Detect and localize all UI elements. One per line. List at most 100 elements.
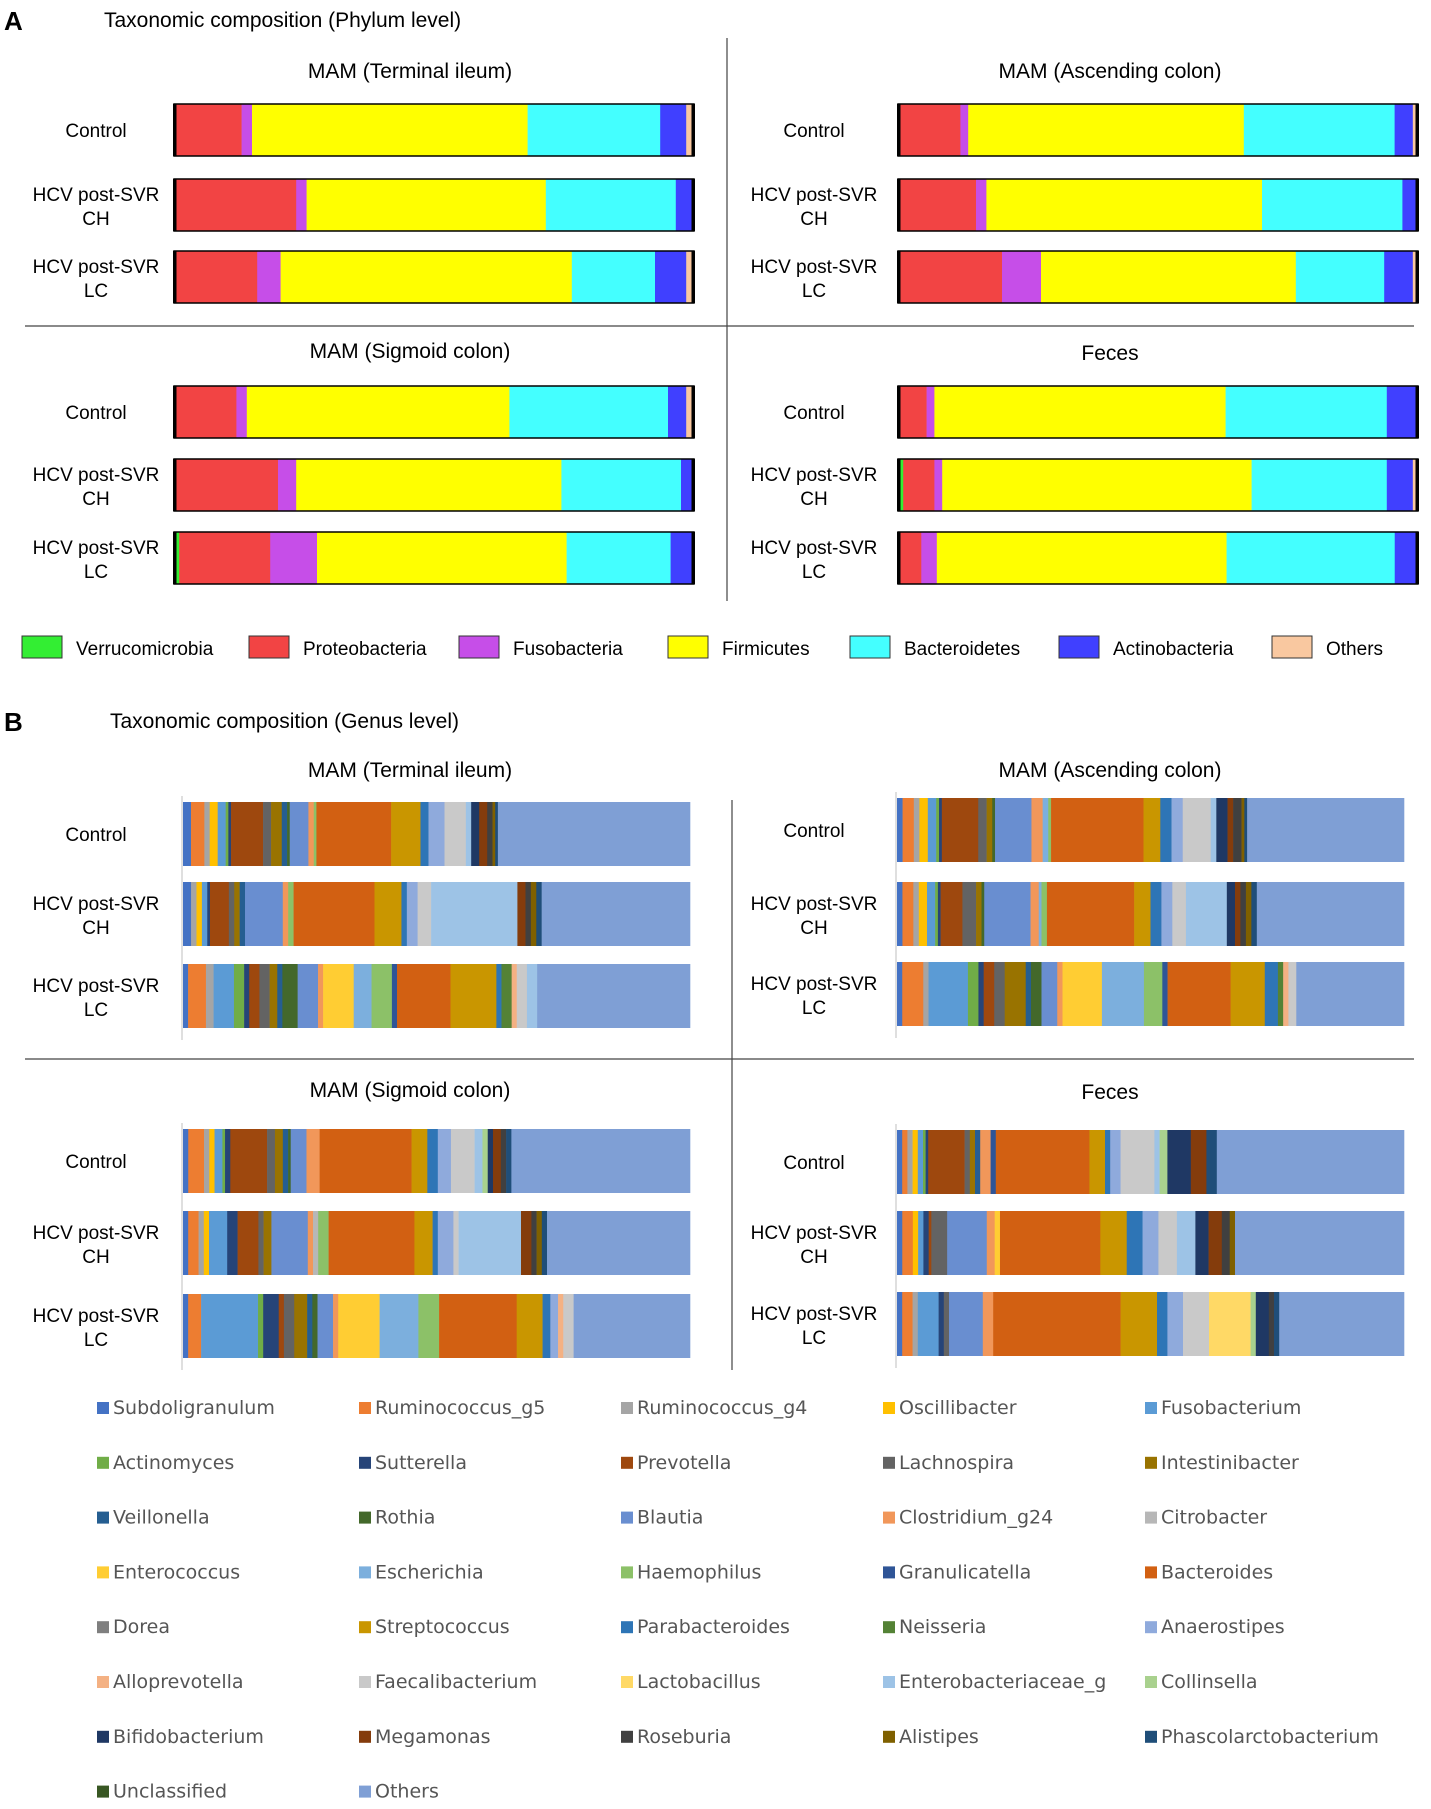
legend-label: Fusobacteria <box>513 639 623 660</box>
bar-segment-others <box>1235 1211 1405 1275</box>
legend-label: Clostridium_g24 <box>899 1507 1053 1529</box>
genus-subplot-sigmoid-colon: MAM (Sigmoid colon) Control HCV post-SVR CH… <box>33 1079 691 1370</box>
legend-label: Actinomyces <box>113 1452 234 1474</box>
bar-segment-bacteroides <box>293 882 375 946</box>
bar-segment-others <box>1216 1130 1405 1194</box>
bar-segment-others <box>686 386 695 438</box>
legend-label: Fusobacterium <box>1161 1397 1301 1419</box>
legend-label: Haemophilus <box>637 1561 761 1583</box>
bar-segment-fusobacterium <box>213 964 235 1028</box>
bar-segment-actinobacteria <box>655 251 687 303</box>
bar-segment-blautia <box>290 1129 307 1193</box>
bar-segment-actinomyces <box>936 798 940 862</box>
bar-segment-bacteroidetes <box>1262 179 1403 231</box>
bar-segment-lachnospira <box>258 1211 264 1275</box>
bar-segment-fusobacteria <box>976 179 987 231</box>
legend-swatch-alistipes <box>883 1730 895 1743</box>
bar-segment-prevotella <box>928 1130 965 1194</box>
bar-segment-others <box>1296 962 1405 1026</box>
bar-segment-subdoligranulum <box>183 1129 189 1193</box>
bar-segment-bacteroides <box>1046 882 1135 946</box>
legend-label: Enterobacteriaceae_g <box>899 1671 1106 1693</box>
bar-segment-alistipes <box>1241 798 1245 862</box>
bar-segment-blautia <box>949 1292 984 1356</box>
bar-segment-alistipes <box>536 1211 543 1275</box>
bar-segment-others <box>686 251 695 303</box>
legend-label: Bifidobacterium <box>113 1726 264 1748</box>
bar-segment-bacteroides <box>1051 798 1144 862</box>
legend-swatch-citrobacter <box>1145 1511 1157 1524</box>
bar-segment-megamonas <box>1227 798 1234 862</box>
bar-segment-bacteroides <box>316 802 392 866</box>
bar-segment-ruminococcus-g4 <box>205 964 214 1028</box>
row-label: Control <box>65 1152 126 1173</box>
bar-segment-actinomyces <box>923 1130 926 1194</box>
legend-swatch-dorea <box>97 1621 109 1634</box>
bar-segment-firmicutes <box>1041 251 1297 303</box>
phylum-subplot-feces: Feces Control HCV post-SVR CH HCV post-SVR LC <box>751 342 1419 585</box>
bar-segment-firmicutes <box>986 179 1263 231</box>
bar-segment-alloprevotella <box>1283 962 1289 1026</box>
bar-segment-streptococcus <box>1143 798 1161 862</box>
bar-segment-alistipes <box>530 882 537 946</box>
legend-label: Faecalibacterium <box>375 1671 537 1693</box>
bar-right-edge <box>1415 459 1419 511</box>
bar-segment-clostridium-g24 <box>333 1294 339 1358</box>
bar-segment-parabacteroides <box>1264 962 1279 1026</box>
bar-segment-lachnospira <box>263 802 272 866</box>
bar-segment-blautia <box>245 882 284 946</box>
bar-left-edge <box>897 459 901 511</box>
bar-segment-fusobacterium <box>927 798 937 862</box>
bar-segment-fusobacterium <box>928 962 969 1026</box>
bar-right-edge <box>1415 532 1419 584</box>
bar-segment-fusobacteria <box>270 532 318 584</box>
bar-segment-clostridium-g24 <box>1030 882 1040 946</box>
bar-segment-bacteroidetes <box>1251 459 1388 511</box>
bar-segment-escherichia <box>1038 882 1042 946</box>
legend-swatch-granulicatella <box>883 1566 895 1579</box>
bar-segment-phascolarctobacterium <box>536 882 542 946</box>
bar-segment-faecalibacterium <box>1288 962 1297 1026</box>
legend-swatch-proteobacteria <box>248 635 290 659</box>
row-label: LC <box>84 1330 108 1351</box>
row-label: HCV post-SVR <box>751 1223 878 1244</box>
bar-segment-ruminococcus-g5 <box>902 798 915 862</box>
bar-segment-megamonas <box>479 802 488 866</box>
legend-swatch-rothia <box>359 1511 371 1524</box>
bar-right-edge <box>691 104 695 156</box>
bar-segment-bacteroidetes <box>571 251 656 303</box>
bar-segment-granulicatella <box>1162 962 1168 1026</box>
legend-swatch-oscillibacter <box>883 1402 895 1414</box>
bar-segment-lachnospira <box>259 964 270 1028</box>
bar-segment-bacteroidetes <box>1225 386 1388 438</box>
bar-segment-faecalibacterium <box>417 882 432 946</box>
legend-swatch-faecalibacterium <box>359 1676 371 1688</box>
bar-segment-faecalibacterium <box>1158 1211 1178 1275</box>
row-label: HCV post-SVR <box>33 976 160 997</box>
legend-swatch-bacteroidetes <box>849 635 891 659</box>
bar-segment-faecalibacterium <box>1172 882 1187 946</box>
bar-segment-subdoligranulum <box>897 882 903 946</box>
bar-segment-parabacteroides <box>427 1129 439 1193</box>
bar-segment-actinomyces <box>258 1294 264 1358</box>
bar-segment-ruminococcus-g4 <box>907 1130 913 1194</box>
bar-segment-sutterella <box>938 1292 945 1356</box>
bar-segment-subdoligranulum <box>897 798 903 862</box>
bar-segment-others <box>686 104 695 156</box>
bar-right-edge <box>1415 386 1419 438</box>
bar-segment-roseburia <box>525 882 532 946</box>
row-label: CH <box>800 209 827 230</box>
row-label: LC <box>802 562 826 583</box>
bar-segment-faecalibacterium <box>563 1294 574 1358</box>
bar-segment-fusobacteria <box>960 104 969 156</box>
bar-segment-rothia <box>1030 962 1042 1026</box>
bar-segment-fusobacterium <box>926 882 936 946</box>
bar-segment-sutterella <box>228 802 232 866</box>
bar-segment-bacteroidetes <box>1226 532 1396 584</box>
bar-segment-megamonas <box>1208 1211 1223 1275</box>
bar-segment-anaerostipes <box>1142 1211 1159 1275</box>
bar-segment-intestinibacter <box>269 964 278 1028</box>
bar-segment-actinobacteria <box>1394 104 1414 156</box>
row-label: HCV post-SVR <box>751 894 878 915</box>
bar-segment-anaerostipes <box>1171 798 1184 862</box>
